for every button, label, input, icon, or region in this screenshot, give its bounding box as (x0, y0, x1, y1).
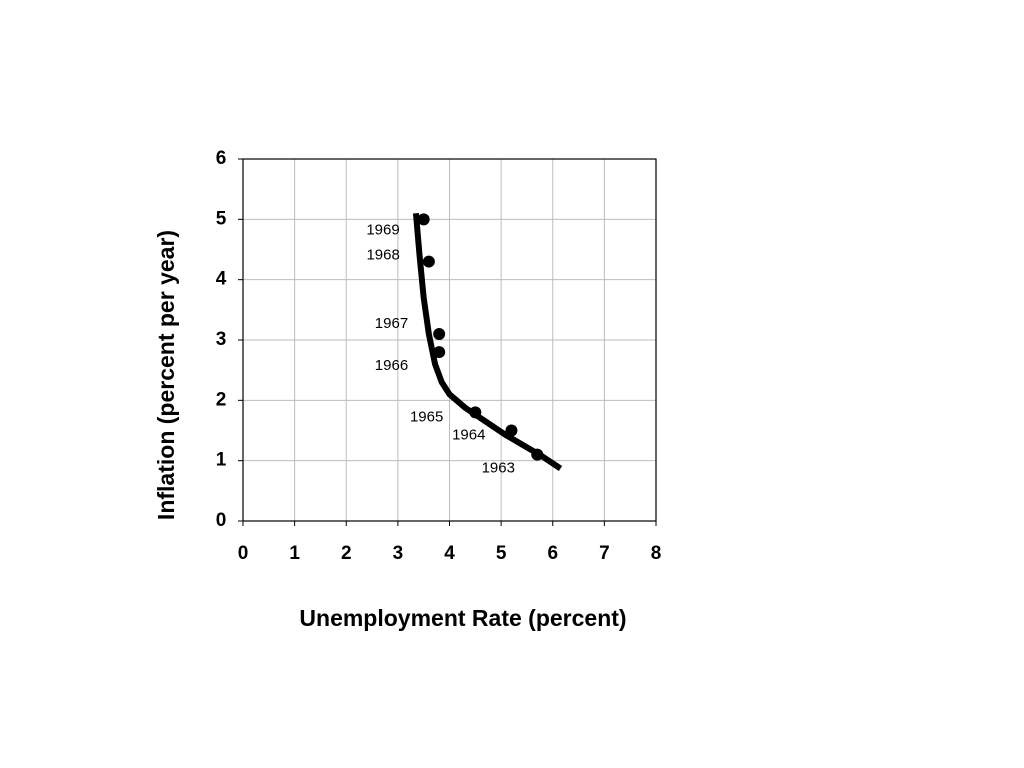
x-tick-label: 6 (547, 543, 558, 564)
point-label: 1967 (375, 315, 408, 332)
point-label: 1963 (482, 460, 515, 477)
x-tick-label: 7 (599, 543, 610, 564)
y-tick-label: 1 (216, 450, 227, 471)
data-point (422, 255, 435, 268)
x-tick-label: 2 (341, 543, 352, 564)
y-tick-label: 5 (216, 208, 227, 229)
y-tick-label: 4 (216, 269, 227, 290)
data-point (433, 327, 446, 340)
x-axis-title: Unemployment Rate (percent) (299, 605, 626, 631)
y-tick-label: 2 (216, 389, 227, 410)
x-tick-label: 8 (651, 543, 662, 564)
x-tick-label: 0 (238, 543, 249, 564)
data-point (417, 213, 430, 226)
x-tick-label: 1 (289, 543, 300, 564)
point-label: 1964 (452, 426, 485, 443)
y-tick-label: 6 (216, 148, 227, 169)
x-tick-label: 4 (444, 543, 455, 564)
x-tick-label: 5 (496, 543, 507, 564)
point-label: 1969 (366, 221, 399, 238)
y-axis-title: Inflation (percent per year) (153, 230, 179, 520)
point-label: 1965 (410, 408, 443, 425)
y-tick-label: 3 (216, 329, 227, 350)
x-tick-label: 3 (393, 543, 404, 564)
plot-frame (242, 158, 657, 522)
point-label: 1968 (366, 247, 399, 264)
fit-curve (412, 213, 563, 472)
y-tick-label: 0 (216, 510, 227, 531)
point-label: 1966 (375, 357, 408, 374)
